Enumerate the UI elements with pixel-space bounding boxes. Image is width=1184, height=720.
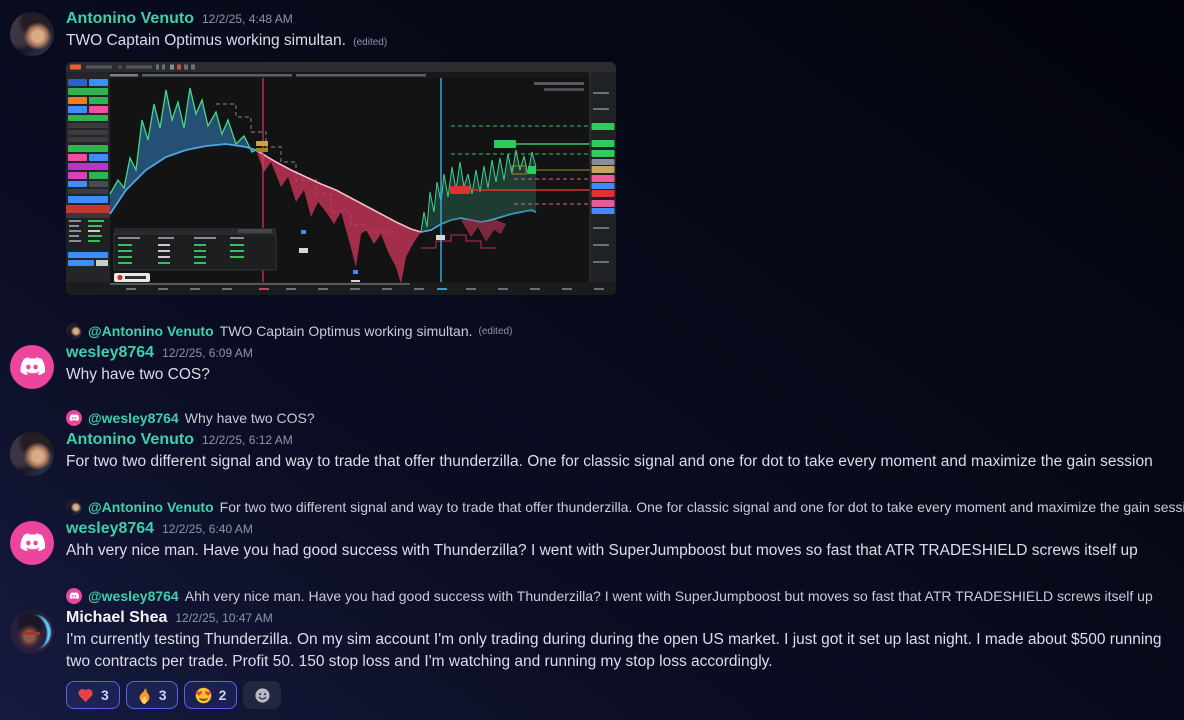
reaction-fire[interactable]: 3 (125, 681, 178, 709)
chart-toolbar (66, 62, 616, 72)
reply-mini-avatar (66, 323, 82, 339)
fire-emoji-icon (139, 686, 150, 704)
reply-context[interactable]: @Antonino Venuto TWO Captain Optimus wor… (66, 321, 1184, 341)
message-timestamp: 12/2/25, 6:40 AM (162, 522, 253, 536)
reply-context[interactable]: @wesley8764 Ahh very nice man. Have you … (66, 586, 1184, 606)
message-group: @Antonino Venuto TWO Captain Optimus wor… (0, 321, 1184, 389)
reply-mention[interactable]: @Antonino Venuto (88, 323, 214, 339)
discord-clyde-icon (69, 592, 79, 600)
reply-mini-avatar (66, 499, 82, 515)
reply-mention[interactable]: @wesley8764 (88, 410, 179, 426)
message-timestamp: 12/2/25, 10:47 AM (175, 611, 273, 625)
message-header: Antonino Venuto 12/2/25, 4:48 AM (66, 10, 1184, 30)
avatar-antonino[interactable] (10, 432, 54, 476)
message-header: Antonino Venuto 12/2/25, 6:12 AM (66, 431, 1184, 451)
author-name[interactable]: Antonino Venuto (66, 10, 194, 27)
reply-preview-text: Why have two COS? (184, 410, 315, 426)
avatar-michael[interactable] (10, 610, 54, 654)
author-name[interactable]: Michael Shea (66, 609, 168, 626)
reactions-row: 3 3 2 (66, 681, 1184, 709)
reply-context[interactable]: @Antonino Venuto For two two different s… (66, 497, 1184, 517)
reaction-count: 2 (218, 687, 227, 703)
discord-clyde-icon (69, 414, 79, 422)
message-text: Ahh very nice man. Have you had good suc… (66, 542, 1138, 559)
reply-preview-text: For two two different signal and way to … (219, 499, 1184, 515)
heart-eyes-emoji-icon (195, 687, 211, 703)
reply-edited-tag: (edited) (478, 325, 513, 337)
author-name[interactable]: Antonino Venuto (66, 431, 194, 448)
message-text: For two two different signal and way to … (66, 453, 1153, 470)
message-timestamp: 12/2/25, 6:12 AM (201, 433, 293, 447)
reply-preview-text: TWO Captain Optimus working simultan. (219, 323, 473, 339)
message-group: @wesley8764 Ahh very nice man. Have you … (0, 586, 1184, 709)
message-group: @Antonino Venuto For two two different s… (0, 497, 1184, 565)
message-timestamp: 12/2/25, 6:09 AM (162, 346, 253, 360)
message-text: TWO Captain Optimus working simultan. (e… (66, 30, 1184, 54)
edited-tag: (edited) (353, 37, 388, 48)
reply-mini-avatar (66, 410, 82, 426)
discord-clyde-icon (20, 357, 45, 376)
message-group: Antonino Venuto 12/2/25, 4:48 AM TWO Cap… (0, 10, 1184, 295)
smiley-add-reaction-icon (255, 687, 270, 703)
message-text: I'm currently testing Thunderzilla. On m… (66, 631, 1162, 670)
message-header: wesley8764 12/2/25, 6:09 AM (66, 344, 1184, 364)
reply-context[interactable]: @wesley8764 Why have two COS? (66, 408, 1184, 428)
reaction-count: 3 (101, 687, 109, 703)
reply-preview-text: Ahh very nice man. Have you had good suc… (184, 588, 1153, 604)
author-name[interactable]: wesley8764 (66, 344, 155, 361)
reply-mention[interactable]: @Antonino Venuto (88, 499, 214, 515)
message-header: wesley8764 12/2/25, 6:40 AM (66, 520, 1184, 540)
chart-attachment-image[interactable] (66, 62, 616, 295)
reply-mini-avatar (66, 588, 82, 604)
author-name[interactable]: wesley8764 (66, 520, 155, 537)
message-group: @wesley8764 Why have two COS? Antonino V… (0, 408, 1184, 476)
reaction-count: 3 (158, 687, 167, 703)
reaction-heart[interactable]: 3 (66, 681, 120, 709)
avatar-antonino[interactable] (10, 12, 54, 56)
message-body: TWO Captain Optimus working simultan. (66, 32, 346, 49)
avatar-wesley[interactable] (10, 345, 54, 389)
discord-clyde-icon (20, 533, 45, 552)
add-reaction-button[interactable] (243, 681, 282, 709)
avatar-wesley[interactable] (10, 521, 54, 565)
message-text: Why have two COS? (66, 366, 210, 383)
message-header: Michael Shea 12/2/25, 10:47 AM (66, 609, 1184, 629)
reaction-heart-eyes[interactable]: 2 (183, 681, 238, 709)
message-timestamp: 12/2/25, 4:48 AM (201, 12, 293, 26)
reply-mention[interactable]: @wesley8764 (88, 588, 179, 604)
heart-emoji-icon (78, 688, 93, 703)
